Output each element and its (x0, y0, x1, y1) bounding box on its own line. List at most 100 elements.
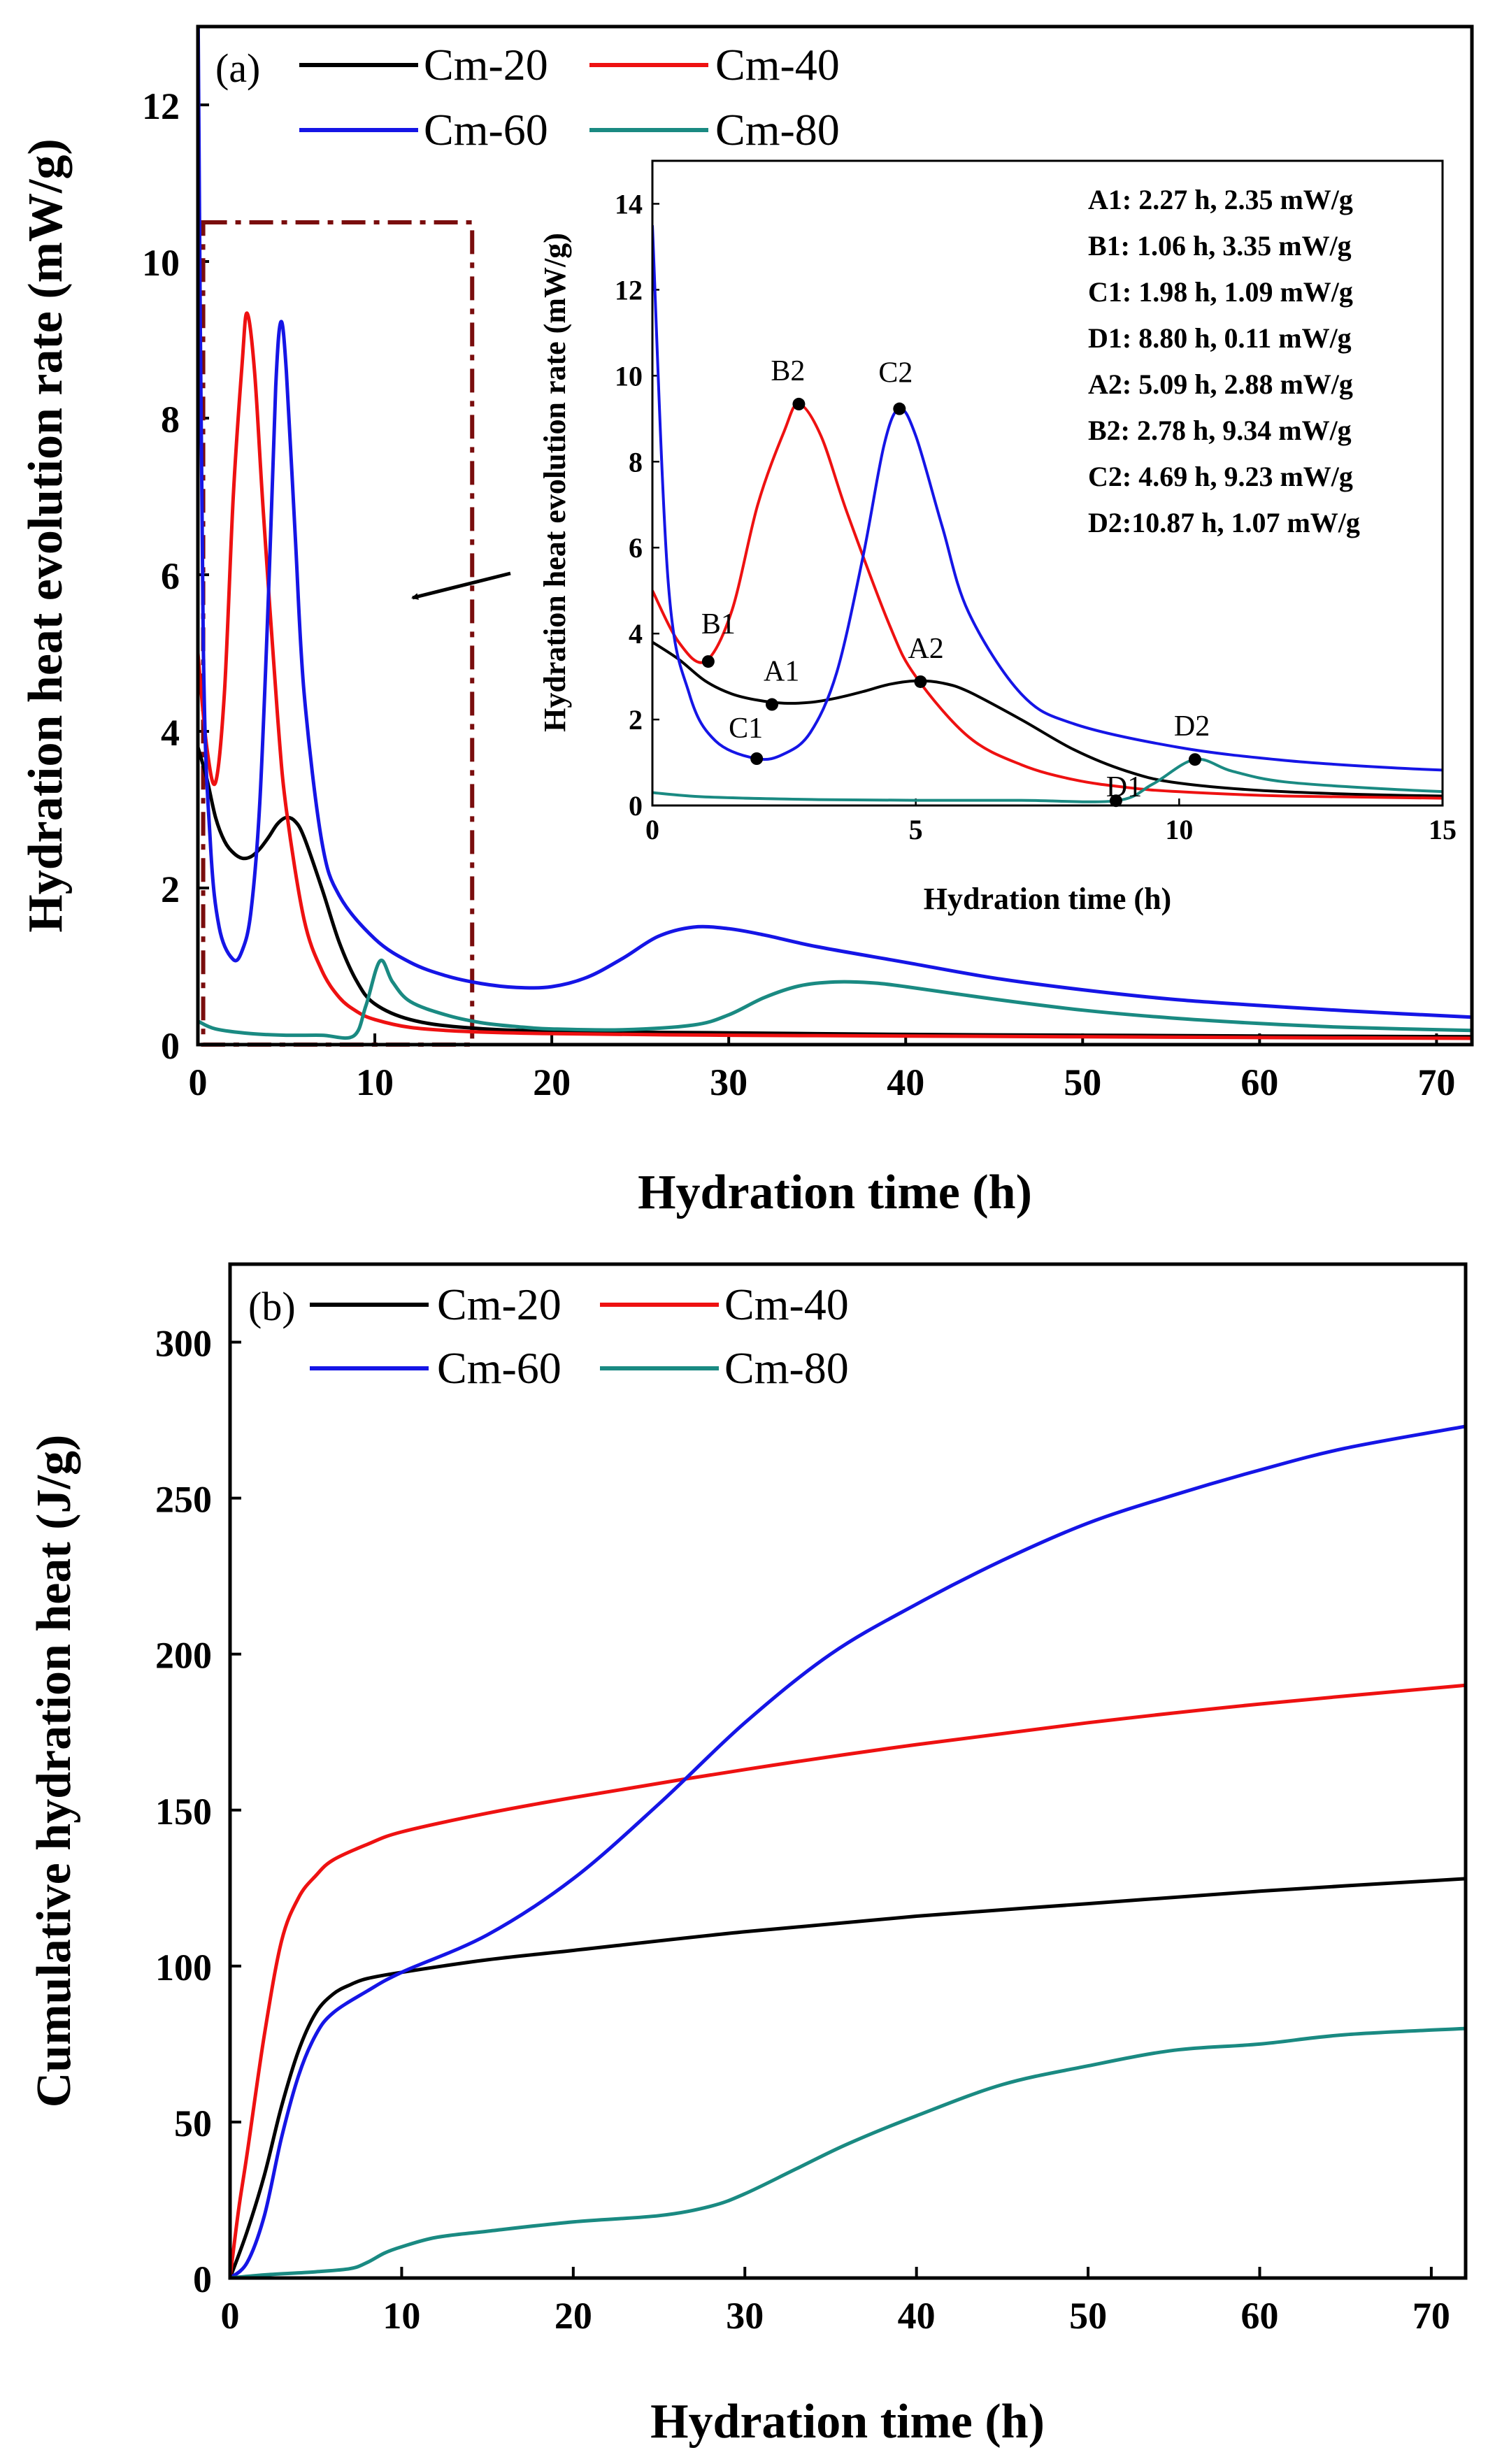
inset-y-axis-title: Hydration heat evolution rate (mW/g) (538, 233, 572, 732)
panel-b-series (230, 1424, 1466, 2278)
x-tick-label-0: 0 (221, 2295, 240, 2337)
point-label-b1: B1 (701, 608, 736, 640)
annotation-line-1: B1: 1.06 h, 3.35 mW/g (1088, 230, 1352, 262)
y-tick-label-250: 250 (155, 1479, 212, 1521)
panel-b: 0 10 20 30 40 50 60 70 0 50 100 150 200 250 300 (b) Cm… (27, 1262, 1468, 2449)
panel-b-line-cm-60 (230, 1424, 1466, 2278)
point-label-d2: D2 (1174, 710, 1210, 743)
legend-a-label-cm-60: Cm-60 (424, 105, 548, 155)
x-tick-label-50: 50 (1069, 2295, 1107, 2337)
annotation-line-4: A2: 5.09 h, 2.88 mW/g (1088, 368, 1353, 400)
inset-annotation-list: A1: 2.27 h, 2.35 mW/g B1: 1.06 h, 3.35 mW… (1088, 184, 1360, 538)
panel-b-label: (b) (248, 1284, 296, 1329)
panel-b-legend: Cm-20 Cm-40 Cm-60 Cm-80 (310, 1280, 849, 1393)
point-c2 (893, 402, 906, 415)
y-tick-label-10: 10 (615, 360, 643, 392)
y-tick-label-8: 8 (629, 446, 643, 478)
y-tick-label-2: 2 (161, 868, 180, 910)
y-tick-label-10: 10 (142, 242, 180, 284)
inset-line-cm-40 (652, 402, 1443, 800)
panel-a-line-cm-40 (198, 311, 1472, 1040)
x-tick-label-20: 20 (533, 1061, 571, 1103)
legend-a-label-cm-40: Cm-40 (715, 40, 840, 89)
x-tick-label-15: 15 (1429, 814, 1457, 845)
inset-background (652, 161, 1443, 805)
panel-b-line-cm-40 (230, 1683, 1466, 2278)
panel-a-y-axis-title: Hydration heat evolution rate (mW/g) (19, 138, 73, 932)
panel-b-y-axis-title: Cumulative hydration heat (J/g) (27, 1435, 81, 2108)
y-tick-label-200: 200 (155, 1635, 212, 1677)
panel-b-x-axis-title: Hydration time (h) (650, 2395, 1045, 2449)
point-c1 (750, 752, 764, 766)
point-d1 (1109, 794, 1122, 808)
x-tick-label-50: 50 (1064, 1061, 1101, 1103)
panel-a-legend: Cm-20 Cm-40 Cm-60 Cm-80 (299, 40, 840, 155)
inset-line-cm-60 (652, 225, 1443, 772)
point-b1 (701, 655, 715, 668)
annotation-line-2: C1: 1.98 h, 1.09 mW/g (1088, 276, 1353, 308)
inset-x-axis-title: Hydration time (h) (924, 882, 1171, 916)
point-a1 (766, 698, 779, 711)
panel-b-frame (228, 1262, 1468, 2280)
panel-b-line-cm-80 (230, 2026, 1466, 2278)
y-tick-label-6: 6 (161, 555, 180, 597)
y-tick-label-0: 0 (629, 790, 643, 822)
legend-b-label-cm-40: Cm-40 (724, 1280, 849, 1329)
point-a2 (914, 675, 927, 688)
y-tick-label-12: 12 (615, 274, 643, 306)
point-label-b2: B2 (771, 355, 805, 387)
y-tick-label-0: 0 (161, 1025, 180, 1067)
y-tick-label-4: 4 (161, 712, 180, 754)
annotation-line-6: C2: 4.69 h, 9.23 mW/g (1088, 461, 1353, 492)
annotation-line-3: D1: 8.80 h, 0.11 mW/g (1088, 322, 1352, 354)
y-tick-label-150: 150 (155, 1791, 212, 1833)
zoom-arrow (411, 571, 511, 600)
y-tick-label-100: 100 (155, 1947, 212, 1989)
panel-a-frame (196, 24, 1474, 1047)
x-tick-label-70: 70 (1417, 1061, 1455, 1103)
panel-a-line-cm-80 (198, 958, 1472, 1040)
x-tick-label-10: 10 (382, 2295, 420, 2337)
y-tick-label-8: 8 (161, 399, 180, 440)
x-tick-label-0: 0 (645, 814, 659, 845)
x-tick-label-20: 20 (555, 2295, 592, 2337)
panel-a-label: (a) (215, 45, 260, 91)
point-d2 (1188, 753, 1201, 766)
x-tick-label-10: 10 (356, 1061, 394, 1103)
inset-ticks: 0 5 10 15 0 2 4 6 8 10 12 14 (615, 188, 1457, 845)
legend-a-label-cm-20: Cm-20 (424, 40, 548, 89)
inset-line-cm-20 (652, 640, 1443, 798)
y-tick-label-6: 6 (629, 532, 643, 564)
inset-frame (651, 159, 1444, 807)
y-tick-label-2: 2 (629, 704, 643, 736)
legend-a-label-cm-80: Cm-80 (715, 105, 840, 155)
y-tick-label-0: 0 (193, 2258, 212, 2300)
x-tick-label-5: 5 (909, 814, 923, 845)
x-tick-label-30: 30 (710, 1061, 747, 1103)
point-label-a1: A1 (764, 656, 799, 688)
x-tick-label-40: 40 (887, 1061, 924, 1103)
x-tick-label-0: 0 (189, 1061, 208, 1103)
inset-line-cm-80 (652, 757, 1443, 803)
x-tick-label-60: 60 (1241, 2295, 1279, 2337)
annotation-line-0: A1: 2.27 h, 2.35 mW/g (1088, 184, 1353, 215)
x-tick-label-60: 60 (1240, 1061, 1278, 1103)
y-tick-label-4: 4 (629, 618, 643, 650)
y-tick-label-300: 300 (155, 1323, 212, 1365)
x-tick-label-30: 30 (726, 2295, 764, 2337)
y-tick-label-50: 50 (174, 2103, 212, 2144)
y-tick-label-12: 12 (142, 85, 180, 127)
annotation-line-7: D2:10.87 h, 1.07 mW/g (1088, 507, 1360, 538)
point-b2 (792, 397, 806, 410)
x-tick-label-70: 70 (1412, 2295, 1450, 2337)
panel-a-series (198, 27, 1472, 1040)
inset-series (652, 225, 1443, 803)
panel-b-ticks: 0 10 20 30 40 50 60 70 0 50 100 150 200 250 300 (155, 1323, 1450, 2337)
panel-b-line-cm-20 (230, 1877, 1466, 2278)
legend-b-label-cm-20: Cm-20 (437, 1280, 561, 1329)
